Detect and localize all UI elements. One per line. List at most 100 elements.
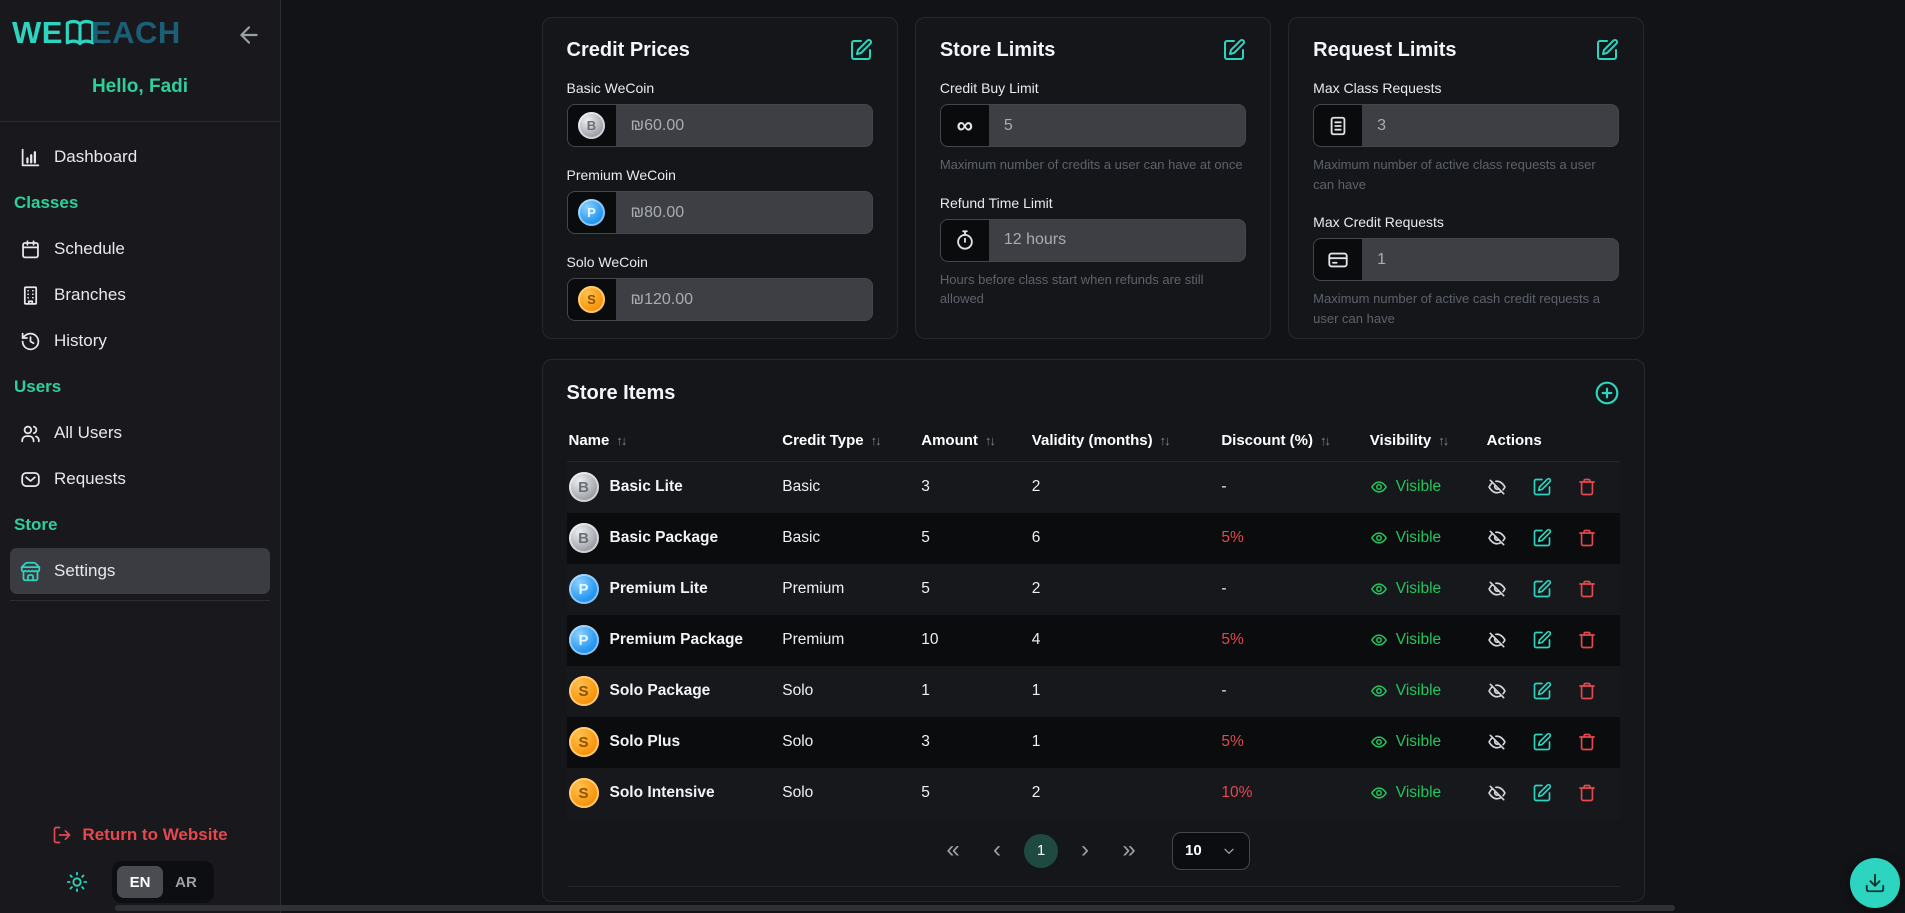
edit-item-button[interactable] (1532, 630, 1552, 650)
sidebar-item-all-users[interactable]: All Users (10, 410, 270, 456)
column-header-credit-type[interactable]: Credit Type ↑↓ (780, 420, 920, 462)
field-label: Premium WeCoin (566, 167, 676, 183)
max-credit-requests-input[interactable] (1362, 239, 1619, 280)
divider (0, 121, 280, 122)
hide-item-button[interactable] (1487, 732, 1507, 752)
max-class-requests-input[interactable] (1362, 105, 1619, 146)
delete-item-button[interactable] (1577, 630, 1597, 650)
eye-off-icon (1487, 681, 1507, 701)
visibility-label: Visible (1395, 580, 1442, 597)
prev-page-button[interactable]: ‹ (993, 835, 1001, 863)
row-actions (1487, 630, 1612, 650)
lang-option-ar[interactable]: AR (175, 873, 197, 891)
column-header-amount[interactable]: Amount ↑↓ (919, 420, 1030, 462)
divider (10, 600, 270, 601)
hide-item-button[interactable] (1487, 528, 1507, 548)
mail-icon (20, 469, 41, 490)
delete-item-button[interactable] (1577, 579, 1597, 599)
column-header-name[interactable]: Name ↑↓ (566, 420, 781, 462)
edit-store-limits-button[interactable] (1222, 38, 1246, 62)
first-page-button[interactable]: « (946, 835, 960, 863)
table-row-solo-package: S Solo Package Solo 1 1 - Visible (566, 665, 1620, 717)
item-discount: - (1221, 478, 1227, 496)
edit-icon (849, 38, 873, 62)
current-page-indicator[interactable]: 1 (1024, 833, 1058, 868)
hide-item-button[interactable] (1487, 477, 1507, 497)
visibility-label: Visible (1395, 631, 1442, 648)
add-store-item-button[interactable] (1594, 380, 1620, 406)
edit-item-button[interactable] (1532, 732, 1552, 752)
basic-wecoin-input[interactable] (615, 105, 872, 146)
row-actions (1487, 579, 1612, 599)
item-validity: 2 (1031, 478, 1041, 496)
item-validity: 4 (1031, 631, 1041, 648)
page-size-select[interactable]: 10 (1172, 831, 1250, 870)
sidebar-item-dashboard[interactable]: Dashboard (10, 134, 270, 180)
infinity-icon: ∞ (940, 105, 989, 146)
premium-wecoin-input[interactable] (615, 192, 872, 233)
edit-item-button[interactable] (1532, 477, 1552, 497)
item-amount: 10 (921, 631, 939, 648)
sidebar-item-branches[interactable]: Branches (10, 272, 270, 318)
edit-credit-prices-button[interactable] (849, 38, 873, 62)
hide-item-button[interactable] (1487, 681, 1507, 701)
lang-option-en[interactable]: EN (117, 866, 163, 898)
collapse-sidebar-button[interactable] (236, 22, 262, 48)
footer-controls: EN AR (66, 861, 214, 903)
sidebar-item-requests[interactable]: Requests (10, 456, 270, 502)
column-header-visibility[interactable]: Visibility ↑↓ (1367, 420, 1485, 462)
download-fab-button[interactable] (1850, 858, 1900, 908)
basic-coin-icon: B (568, 472, 599, 503)
eye-off-icon (1487, 630, 1507, 650)
sidebar-item-label: Dashboard (54, 147, 138, 166)
hide-item-button[interactable] (1487, 579, 1507, 599)
card-title: Request Limits (1313, 38, 1457, 61)
column-header-discount[interactable]: Discount (%) ↑↓ (1219, 420, 1368, 462)
item-validity: 2 (1031, 784, 1041, 801)
theme-toggle-button[interactable] (66, 871, 88, 893)
delete-item-button[interactable] (1577, 732, 1597, 752)
column-header-label: Validity (months) (1031, 432, 1153, 449)
column-header-validity-months[interactable]: Validity (months) ↑↓ (1029, 420, 1220, 462)
visibility-badge: Visible (1370, 631, 1477, 649)
last-page-button[interactable]: » (1122, 835, 1136, 863)
item-validity: 1 (1031, 733, 1041, 750)
field-label: Max Credit Requests (1313, 214, 1444, 230)
credit-buy-limit-input[interactable] (988, 105, 1246, 146)
trash-icon (1577, 528, 1597, 548)
eye-icon (1370, 631, 1388, 649)
delete-item-button[interactable] (1577, 528, 1597, 548)
delete-item-button[interactable] (1577, 681, 1597, 701)
hide-item-button[interactable] (1487, 630, 1507, 650)
sidebar-item-schedule[interactable]: Schedule (10, 226, 270, 272)
store-items-title: Store Items (566, 381, 676, 404)
edit-item-button[interactable] (1532, 579, 1552, 599)
edit-request-limits-button[interactable] (1595, 38, 1619, 62)
sidebar-item-label: History (54, 331, 107, 350)
circle-plus-icon (1594, 380, 1620, 406)
language-toggle: EN AR (112, 861, 214, 903)
max-credit-requests-input-row (1313, 238, 1620, 281)
horizontal-scrollbar[interactable] (115, 905, 1675, 911)
item-amount: 5 (921, 580, 930, 597)
return-to-website-link[interactable]: Return to Website (52, 825, 228, 845)
edit-item-button[interactable] (1532, 681, 1552, 701)
hide-item-button[interactable] (1487, 783, 1507, 803)
row-actions (1487, 783, 1612, 803)
field-max-credit-requests: Max Credit Requests Maximum number of ac… (1313, 214, 1620, 328)
edit-item-button[interactable] (1532, 783, 1552, 803)
solo-wecoin-input[interactable] (615, 279, 872, 320)
basic-coin-icon: B (568, 523, 599, 553)
eye-icon (1370, 682, 1388, 700)
sidebar-item-settings[interactable]: Settings (10, 548, 270, 594)
edit-item-button[interactable] (1532, 528, 1552, 548)
delete-item-button[interactable] (1577, 783, 1597, 803)
delete-item-button[interactable] (1577, 477, 1597, 497)
trash-icon (1577, 732, 1597, 752)
item-discount: - (1221, 580, 1227, 597)
sort-icon: ↑↓ (870, 433, 882, 448)
refund-time-limit-input[interactable] (988, 219, 1246, 261)
sidebar-item-history[interactable]: History (10, 318, 270, 364)
next-page-button[interactable]: › (1081, 835, 1089, 863)
item-credit-type: Basic (782, 529, 821, 546)
